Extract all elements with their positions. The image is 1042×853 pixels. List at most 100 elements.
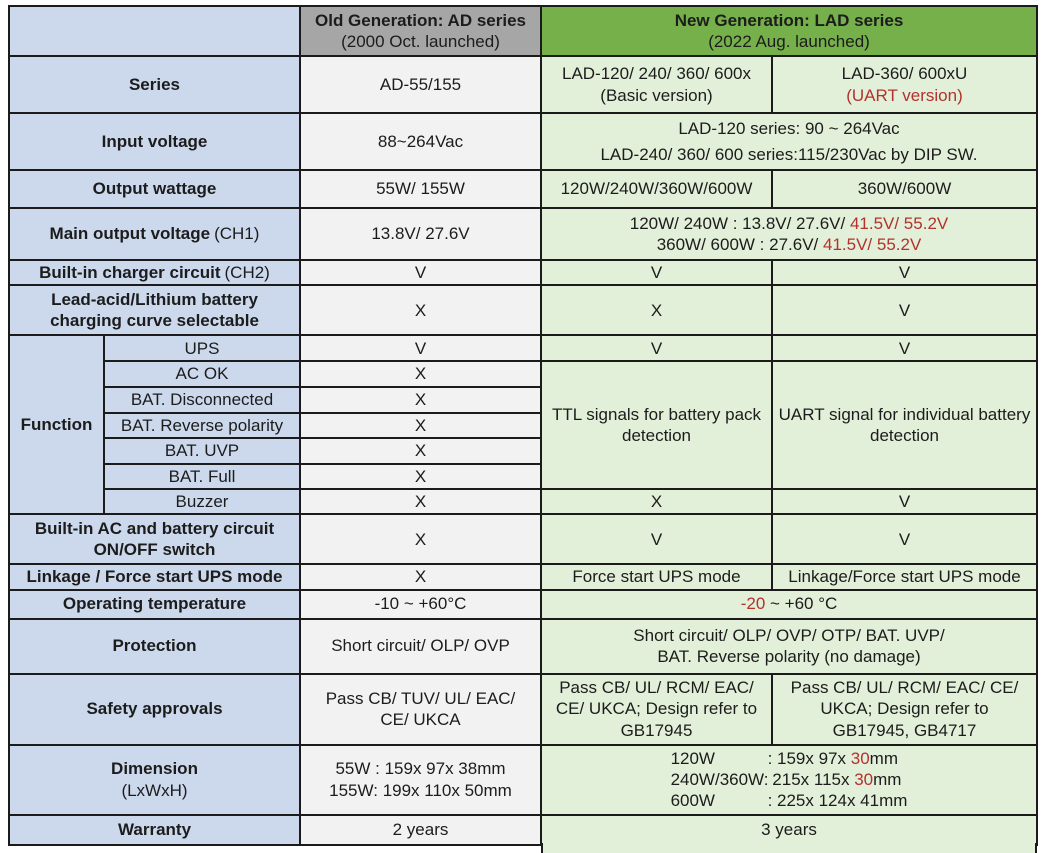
ac-switch-old-value: X xyxy=(299,513,542,566)
linkage-old-value: X xyxy=(299,563,542,591)
charger-circuit-row: Built-in charger circuit (CH2) V V V xyxy=(8,258,1038,287)
dimension-old-value: 55W : 159x 97x 38mm 155W: 199x 110x 50mm xyxy=(299,743,542,816)
safety-old-line1: Pass CB/ TUV/ UL/ EAC/ xyxy=(325,688,516,708)
safety-approvals-old-value: Pass CB/ TUV/ UL/ EAC/ CE/ UKCA xyxy=(299,672,542,746)
battery-curve-uart-value: V xyxy=(771,284,1038,337)
charger-circuit-basic-value: V xyxy=(540,258,773,287)
series-uart-value: LAD-360/ 600xU (UART version) xyxy=(771,55,1038,114)
input-voltage-new-value: LAD-120 series: 90 ~ 264Vac LAD-240/ 360… xyxy=(540,112,1038,171)
warranty-new-value: 3 years xyxy=(540,813,1038,846)
safety-uart-line1: Pass CB/ UL/ RCM/ EAC/ CE/ xyxy=(790,678,1019,698)
function-ups-basic-value: V xyxy=(540,334,773,363)
ac-switch-basic-value: V xyxy=(540,513,773,566)
main-output-new-line1: 120W/ 240W : 13.8V/ 27.6V/ 41.5V/ 55.2V xyxy=(547,213,1031,234)
safety-old-line2: CE/ UKCA xyxy=(380,710,461,729)
battery-curve-label: Lead-acid/Lithium battery charging curve… xyxy=(8,284,301,337)
battery-curve-row: Lead-acid/Lithium battery charging curve… xyxy=(8,284,1038,337)
safety-basic-line3: GB17945 xyxy=(620,720,693,740)
function-buzzer-uart-value: V xyxy=(771,487,1038,516)
function-row-bat-reverse: BAT. Reverse polarity X xyxy=(9,411,1037,439)
dimension-new-line-240w: 240W/360W: 215x 115x 30 mm xyxy=(671,769,908,790)
warranty-row: Warranty 2 years 3 years xyxy=(8,813,1038,846)
function-ups-uart-value: V xyxy=(771,334,1038,363)
main-output-line2-red: 41.5V/ 55.2V xyxy=(823,235,922,254)
header-blank-cell xyxy=(8,5,301,57)
function-bat-full-label: BAT. Full xyxy=(103,462,301,491)
series-basic-value: LAD-120/ 240/ 360/ 600x (Basic version) xyxy=(540,55,773,114)
function-buzzer-old-value: X xyxy=(299,487,542,516)
input-voltage-new-line2: LAD-240/ 360/ 600 series:115/230Vac by D… xyxy=(600,145,978,164)
dimension-600w-key: 600W xyxy=(670,791,715,811)
function-row-bat-full: BAT. Full X xyxy=(9,462,1037,491)
series-row: Series AD-55/155 LAD-120/ 240/ 360/ 600x… xyxy=(8,55,1038,114)
safety-basic-line2: CE/ UKCA; Design refer to xyxy=(555,699,758,719)
protection-new-line2: BAT. Reverse polarity (no damage) xyxy=(657,647,921,666)
safety-approvals-row: Safety approvals Pass CB/ TUV/ UL/ EAC/ … xyxy=(8,672,1038,746)
old-generation-header: Old Generation: AD series (2000 Oct. lau… xyxy=(299,5,542,57)
function-bat-uvp-label: BAT. UVP xyxy=(103,436,301,465)
old-generation-subtitle: (2000 Oct. launched) xyxy=(341,32,500,51)
function-buzzer-basic-value: X xyxy=(540,487,773,516)
charger-circuit-label: Built-in charger circuit (CH2) xyxy=(8,258,301,287)
function-ac-ok-label: AC OK xyxy=(103,360,301,388)
function-buzzer-label: Buzzer xyxy=(103,487,301,516)
safety-uart-line2: UKCA; Design refer to xyxy=(820,699,989,719)
main-output-voltage-row: Main output voltage (CH1) 13.8V/ 27.6V 12… xyxy=(8,207,1038,261)
function-bat-reverse-label: BAT. Reverse polarity xyxy=(103,411,301,439)
main-output-voltage-label-text: Main output voltage xyxy=(49,224,211,244)
operating-temperature-row: Operating temperature -10 ~ +60°C -20 ~ … xyxy=(8,588,1038,620)
safety-uart-line3: GB17945, GB4717 xyxy=(832,720,977,740)
dimension-120w-post: mm xyxy=(869,748,898,768)
dimension-new-line-120w: 120W: 159x 97x 30 mm xyxy=(671,748,908,769)
function-ups-label: UPS xyxy=(103,334,301,363)
dimension-label-text: Dimension xyxy=(111,759,198,779)
function-row-ac-ok: AC OK X TTL signals for battery pack det… xyxy=(9,360,1038,490)
battery-curve-old-value: X xyxy=(299,284,542,337)
operating-temperature-label: Operating temperature xyxy=(8,588,301,620)
function-row-bat-disconnected: BAT. Disconnected X xyxy=(9,385,1037,414)
operating-temperature-new-black: ~ +60 °C xyxy=(765,594,838,614)
dimension-240w-post: mm xyxy=(873,769,902,789)
function-ups-old-value: V xyxy=(299,334,542,363)
dimension-new-list: 120W: 159x 97x 30 mm 240W/360W: 215x 115x… xyxy=(671,748,908,812)
dimension-120w-pre: : 159x 97x xyxy=(767,748,851,768)
input-voltage-new-line1: LAD-120 series: 90 ~ 264Vac xyxy=(678,118,900,138)
function-row-buzzer: Buzzer X X V xyxy=(9,487,1038,516)
dimension-old-line1: 55W : 159x 97x 38mm xyxy=(335,759,506,779)
header-row: Old Generation: AD series (2000 Oct. lau… xyxy=(8,5,1038,57)
warranty-label: Warranty xyxy=(8,813,301,846)
series-uart-line2: (UART version) xyxy=(846,85,963,105)
main-output-voltage-old-value: 13.8V/ 27.6V xyxy=(299,207,542,261)
function-uart-merged-cell: UART signal for individual battery detec… xyxy=(771,360,1038,490)
operating-temperature-old-value: -10 ~ +60°C xyxy=(299,588,542,620)
input-voltage-row: Input voltage 88~264Vac LAD-120 series: … xyxy=(8,112,1038,171)
dimension-240w-pre: 215x 115x xyxy=(767,769,855,789)
output-wattage-label: Output wattage xyxy=(8,169,301,209)
ac-switch-uart-value: V xyxy=(771,513,1038,566)
protection-row: Protection Short circuit/ OLP/ OVP Short… xyxy=(8,617,1038,675)
dimension-new-value: 120W: 159x 97x 30 mm 240W/360W: 215x 115x… xyxy=(540,743,1038,816)
safety-approvals-uart-value: Pass CB/ UL/ RCM/ EAC/ CE/ UKCA; Design … xyxy=(771,672,1038,746)
function-ac-ok-old-value: X xyxy=(299,360,542,388)
safety-basic-line1: Pass CB/ UL/ RCM/ EAC/ xyxy=(559,678,754,698)
main-output-voltage-label: Main output voltage (CH1) xyxy=(8,207,301,261)
linkage-row: Linkage / Force start UPS mode X Force s… xyxy=(8,563,1038,591)
charger-circuit-uart-value: V xyxy=(771,258,1038,287)
dimension-240w-red: 30 xyxy=(854,769,874,789)
dimension-label: Dimension (LxWxH) xyxy=(8,743,301,816)
output-wattage-old-value: 55W/ 155W xyxy=(299,169,542,209)
linkage-basic-value: Force start UPS mode xyxy=(540,563,773,591)
new-generation-header: New Generation: LAD series (2022 Aug. la… xyxy=(540,5,1038,57)
input-voltage-old-value: 88~264Vac xyxy=(299,112,542,171)
dimension-120w-red: 30 xyxy=(850,748,870,768)
series-old-value: AD-55/155 xyxy=(299,55,542,114)
function-row-ups: Function UPS V V V xyxy=(8,334,1038,516)
dimension-old-line2: 155W: 199x 110x 50mm xyxy=(329,780,512,800)
linkage-label: Linkage / Force start UPS mode xyxy=(8,563,301,591)
linkage-uart-value: Linkage/Force start UPS mode xyxy=(771,563,1038,591)
charger-circuit-label-text: Built-in charger circuit xyxy=(39,263,221,282)
safety-approvals-basic-value: Pass CB/ UL/ RCM/ EAC/ CE/ UKCA; Design … xyxy=(540,672,773,746)
input-voltage-label: Input voltage xyxy=(8,112,301,171)
new-generation-title: New Generation: LAD series xyxy=(674,10,904,30)
